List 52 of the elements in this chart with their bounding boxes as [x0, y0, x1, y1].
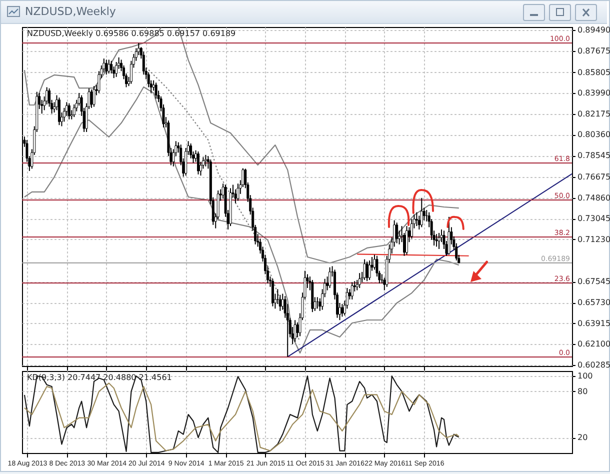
- y-tick-label: 0.67545: [578, 277, 610, 286]
- y-tick-label: 0.74860: [578, 193, 610, 202]
- y-tick-label: 0.85805: [578, 68, 610, 77]
- candlestick: [350, 282, 354, 300]
- candlestick: [340, 304, 344, 318]
- candlestick: [142, 51, 145, 76]
- candlestick: [396, 222, 398, 244]
- candlestick: [406, 226, 408, 256]
- y-tick-label: 80: [578, 386, 588, 396]
- candlestick: [190, 142, 192, 159]
- candlestick: [204, 154, 207, 167]
- y-tick-label: 0.80360: [578, 130, 610, 140]
- candlestick: [410, 218, 413, 240]
- y-tick-label: 0.73045: [578, 214, 610, 224]
- candlestick: [358, 272, 361, 288]
- y-tick-label: 0.82175: [578, 109, 610, 118]
- candlestick: [236, 183, 240, 202]
- candlestick: [420, 197, 423, 228]
- candlestick: [366, 261, 368, 282]
- y-tick-label: 0.71230: [578, 234, 610, 244]
- y-tick-label: 0.78545: [578, 151, 610, 160]
- y-tick-label: 0.83990: [578, 88, 610, 98]
- y-tick-label: 20: [578, 433, 588, 442]
- y-tick-label: 0.89490: [578, 25, 610, 34]
- candlestick: [271, 278, 274, 307]
- candlestick: [68, 102, 70, 120]
- candlestick: [196, 150, 200, 175]
- candlestick: [363, 258, 366, 280]
- candlestick: [448, 216, 450, 256]
- y-tick-label: 0.60285: [578, 360, 610, 370]
- y-tick-label: 0.63915: [578, 318, 610, 328]
- candlestick: [328, 266, 332, 288]
- candlestick: [415, 212, 418, 227]
- y-tick-label: 0.87675: [578, 46, 610, 56]
- candlestick: [90, 89, 93, 108]
- candlestick: [294, 320, 296, 342]
- y-tick-label: 0.62100: [578, 340, 610, 349]
- candlestick: [105, 59, 108, 76]
- y-tick-label: 0.76675: [578, 172, 610, 182]
- candlestick: [72, 104, 76, 118]
- candlestick: [110, 60, 113, 74]
- candlestick: [438, 232, 440, 250]
- candlestick: [58, 97, 60, 126]
- y-tick-label: 0.65730: [578, 298, 610, 308]
- candlestick: [115, 61, 118, 78]
- y-tick-label: 100: [578, 372, 593, 381]
- candlestick: [435, 234, 438, 248]
- candlestick: [108, 59, 110, 74]
- candlestick: [154, 82, 158, 100]
- candlestick: [92, 86, 96, 108]
- chart-title: NZDUSD,Weekly: [25, 5, 116, 18]
- candlestick: [368, 260, 371, 280]
